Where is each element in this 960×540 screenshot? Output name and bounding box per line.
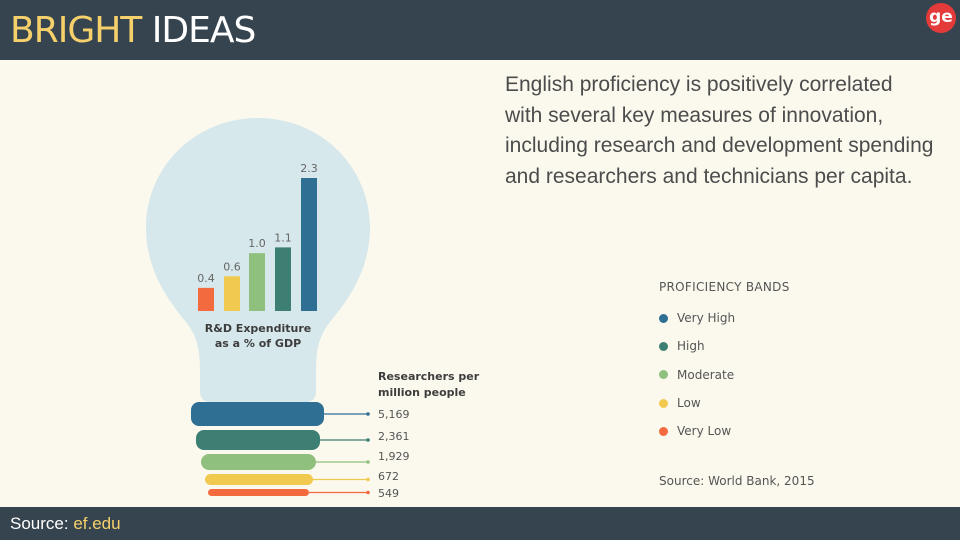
rd-bar [275, 247, 291, 311]
rd-bar [301, 178, 317, 311]
rd-expenditure-title: R&D Expenditure as a % of GDP [205, 322, 311, 350]
researchers-band [191, 402, 324, 426]
researchers-connector-dot [366, 460, 370, 464]
page-title: BRIGHT IDEAS [10, 8, 257, 54]
researchers-value-label: 672 [378, 470, 399, 483]
title-word-bright: BRIGHT [10, 10, 142, 51]
rd-value-label: 1.0 [248, 237, 266, 250]
researchers-band [205, 474, 313, 485]
rd-title-line: as a % of GDP [215, 337, 301, 350]
legend-item: High [659, 332, 790, 360]
researchers-connector-dot [366, 490, 370, 495]
researchers-title-line: million people [378, 386, 466, 399]
researchers-value-label: 549 [378, 487, 399, 500]
rd-value-label: 0.6 [223, 260, 241, 273]
researchers-connector-dot [366, 438, 370, 442]
legend-label: High [677, 339, 705, 354]
researchers-value-label: 5,169 [378, 408, 410, 421]
footer-source: Source: ef.edu [10, 514, 121, 534]
legend-item: Low [659, 389, 790, 417]
rd-value-label: 0.4 [197, 272, 215, 285]
rd-value-label: 2.3 [300, 162, 318, 175]
researchers-band [196, 430, 320, 450]
description-text: English proficiency is positively correl… [505, 73, 934, 188]
researchers-connector-dot [366, 412, 370, 416]
legend-label: Very High [677, 311, 736, 326]
researchers-title-line: Researchers per [378, 370, 480, 383]
legend-dot [659, 426, 668, 436]
researchers-connector-dot [366, 477, 370, 482]
title-word-ideas: IDEAS [151, 10, 257, 51]
footer-bar: Source: ef.edu [0, 507, 960, 540]
researchers-bands: 5,169 2,361 1,929 672 549 [191, 402, 410, 500]
source-link[interactable]: ef.edu [73, 514, 121, 533]
rd-bar [198, 287, 214, 311]
researchers-title: Researchers per million people [378, 370, 480, 399]
logo-icon: ge [926, 3, 956, 33]
legend: PROFICIENCY BANDS Very High High Moderat… [659, 280, 790, 445]
source-label: Source: [10, 514, 69, 533]
legend-label: Low [677, 396, 701, 411]
researchers-value-label: 2,361 [378, 430, 410, 443]
researchers-band [201, 454, 316, 470]
rd-value-label: 1.1 [274, 231, 292, 244]
legend-dot [659, 370, 668, 380]
legend-label: Moderate [677, 367, 735, 382]
legend-label: Very Low [677, 424, 732, 439]
legend-item: Very Low [659, 417, 790, 445]
rd-expenditure-bars: 0.4 0.6 1.0 1.1 2.3 [197, 162, 318, 311]
rd-bar [224, 276, 240, 311]
legend-item: Moderate [659, 361, 790, 389]
chart-source-credit: Source: World Bank, 2015 [659, 474, 815, 488]
rd-bar [249, 253, 265, 311]
legend-item: Very High [659, 304, 790, 332]
rd-title-line: R&D Expenditure [205, 322, 311, 335]
legend-title: PROFICIENCY BANDS [659, 280, 790, 294]
header-bar: BRIGHT IDEAS ge [0, 0, 960, 60]
researchers-band [208, 489, 309, 496]
legend-dot [659, 398, 668, 408]
researchers-value-label: 1,929 [378, 450, 410, 463]
legend-dot [659, 313, 668, 323]
legend-dot [659, 341, 668, 351]
